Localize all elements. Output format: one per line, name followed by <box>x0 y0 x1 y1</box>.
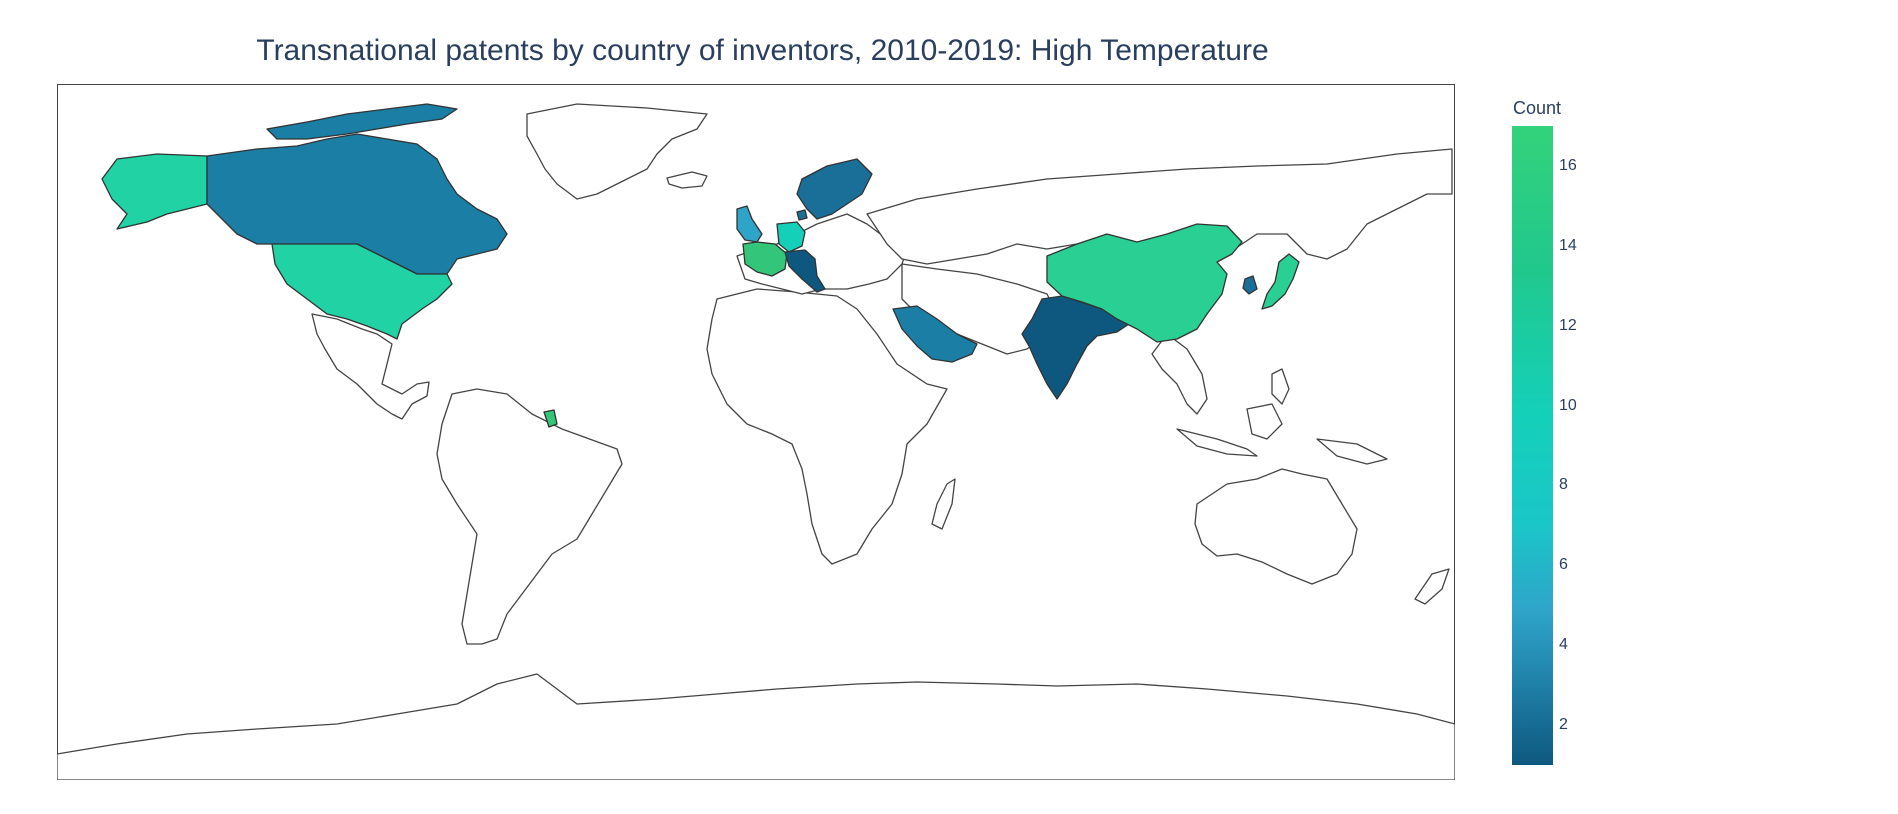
country-russia[interactable] <box>866 148 1453 265</box>
country-saudi-arabia[interactable] <box>892 305 978 363</box>
country-canada-islands[interactable] <box>266 103 458 140</box>
colorbar-tick-label: 8 <box>1559 476 1568 494</box>
country-french-guiana[interactable] <box>543 409 558 428</box>
country-australia[interactable] <box>1194 468 1358 585</box>
colorbar-tick-label: 10 <box>1559 396 1577 414</box>
country-japan[interactable] <box>1261 253 1300 310</box>
country-united-states-alaska[interactable] <box>101 153 208 230</box>
region-indonesia[interactable] <box>1176 428 1258 457</box>
country-iceland[interactable] <box>666 171 708 189</box>
colorbar-tick-label: 12 <box>1559 316 1577 334</box>
chart-title: Transnational patents by country of inve… <box>256 34 1269 67</box>
map-svg <box>57 84 1455 780</box>
colorbar-gradient <box>1512 126 1553 765</box>
country-france[interactable] <box>742 241 788 277</box>
world-map[interactable] <box>57 84 1455 780</box>
country-mexico[interactable] <box>311 313 430 420</box>
region-borneo[interactable] <box>1246 403 1283 440</box>
colorbar-tick-label: 14 <box>1559 236 1577 254</box>
country-south-korea[interactable] <box>1242 275 1258 295</box>
region-philippines[interactable] <box>1271 368 1290 405</box>
country-denmark[interactable] <box>796 209 808 221</box>
country-greenland[interactable] <box>526 103 708 200</box>
region-antarctica[interactable] <box>57 673 1455 780</box>
region-new-guinea[interactable] <box>1316 438 1388 465</box>
country-africa[interactable] <box>706 288 948 565</box>
country-canada[interactable] <box>206 133 508 275</box>
colorbar-tick-label: 2 <box>1559 716 1568 734</box>
country-south-america[interactable] <box>436 388 623 645</box>
region-southeast-asia[interactable] <box>1151 333 1208 415</box>
colorbar-tick-label: 4 <box>1559 636 1568 654</box>
country-united-kingdom[interactable] <box>736 205 763 243</box>
country-italy[interactable] <box>784 249 826 293</box>
country-new-zealand[interactable] <box>1414 568 1450 605</box>
country-sweden[interactable] <box>796 158 873 220</box>
colorbar: Count 16 14 12 10 8 6 4 2 <box>1512 98 1632 778</box>
colorbar-tick-label: 16 <box>1559 156 1577 174</box>
country-china[interactable] <box>1046 223 1243 343</box>
country-madagascar[interactable] <box>931 478 956 530</box>
country-united-states[interactable] <box>271 243 453 340</box>
colorbar-title: Count <box>1513 98 1562 118</box>
colorbar-tick-label: 6 <box>1559 556 1568 574</box>
country-germany[interactable] <box>776 221 806 253</box>
